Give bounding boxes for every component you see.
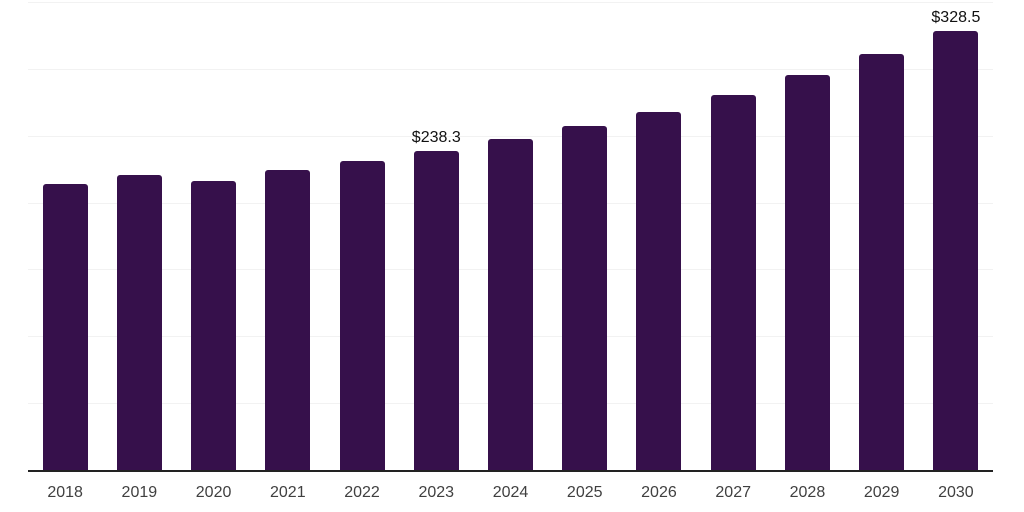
x-axis-label: 2027 [715,484,751,501]
x-axis-line [28,470,993,472]
bar-value-label: $328.5 [931,8,981,26]
bar [488,139,533,470]
x-axis-label: 2024 [492,484,529,501]
bar [562,125,608,470]
gridline [28,2,993,3]
bar [339,161,385,470]
x-axis-label: 2025 [566,484,603,501]
bar [710,94,756,470]
x-axis-label: 2030 [938,484,974,501]
x-axis-label: 2019 [121,484,158,501]
bar [413,151,459,470]
bar [636,111,682,470]
bar [859,53,905,470]
x-axis-label: 2026 [641,484,677,501]
bar [265,170,311,470]
bar [116,175,162,470]
x-axis-label: 2022 [344,484,380,501]
x-axis-label: 2020 [195,484,232,501]
gridline [28,135,993,137]
x-axis-label: 2029 [863,484,900,501]
x-axis-label: 2021 [270,484,306,501]
bar [191,181,237,470]
bar [933,30,979,470]
x-axis-label: 2018 [47,484,83,501]
bar-value-label: $238.3 [411,129,461,147]
x-axis-label: 2028 [789,484,826,501]
gridline [28,68,993,70]
bar [42,184,88,470]
bar [784,74,830,470]
x-axis-label: 2023 [418,484,455,501]
